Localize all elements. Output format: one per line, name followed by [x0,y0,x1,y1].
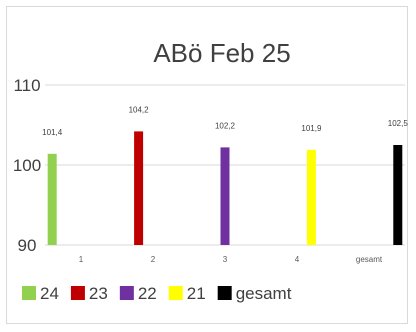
y-tick-label: 110 [13,76,40,95]
legend-label: 24 [40,284,59,303]
legend-label: 22 [138,284,157,303]
x-tick-label: 1 [79,255,84,264]
y-tick-label: 90 [18,236,37,255]
legend-swatch [168,286,183,300]
bar-gesamt [393,145,403,245]
bar-23 [134,131,144,245]
data-label: 101,4 [42,128,63,137]
data-label: 104,2 [129,105,150,114]
chart-title: ABö Feb 25 [153,38,290,68]
data-label: 102,2 [215,121,236,130]
x-tick-label: 4 [295,255,300,264]
x-tick-label: gesamt [356,255,383,264]
x-tick-label: 3 [223,255,228,264]
legend-swatch [217,286,232,300]
bar-21 [306,149,316,245]
legend-swatch [22,286,36,300]
legend-label: gesamt [236,284,292,303]
data-label: 101,9 [301,124,322,133]
bar-24 [47,153,57,245]
legend-label: 23 [89,284,108,303]
bar-22 [220,147,230,245]
legend-label: 21 [187,284,206,303]
data-label: 102,5 [388,119,409,128]
legend-swatch [119,286,134,300]
x-tick-label: 2 [151,255,156,264]
legend-swatch [70,286,85,300]
y-tick-label: 100 [13,156,41,175]
